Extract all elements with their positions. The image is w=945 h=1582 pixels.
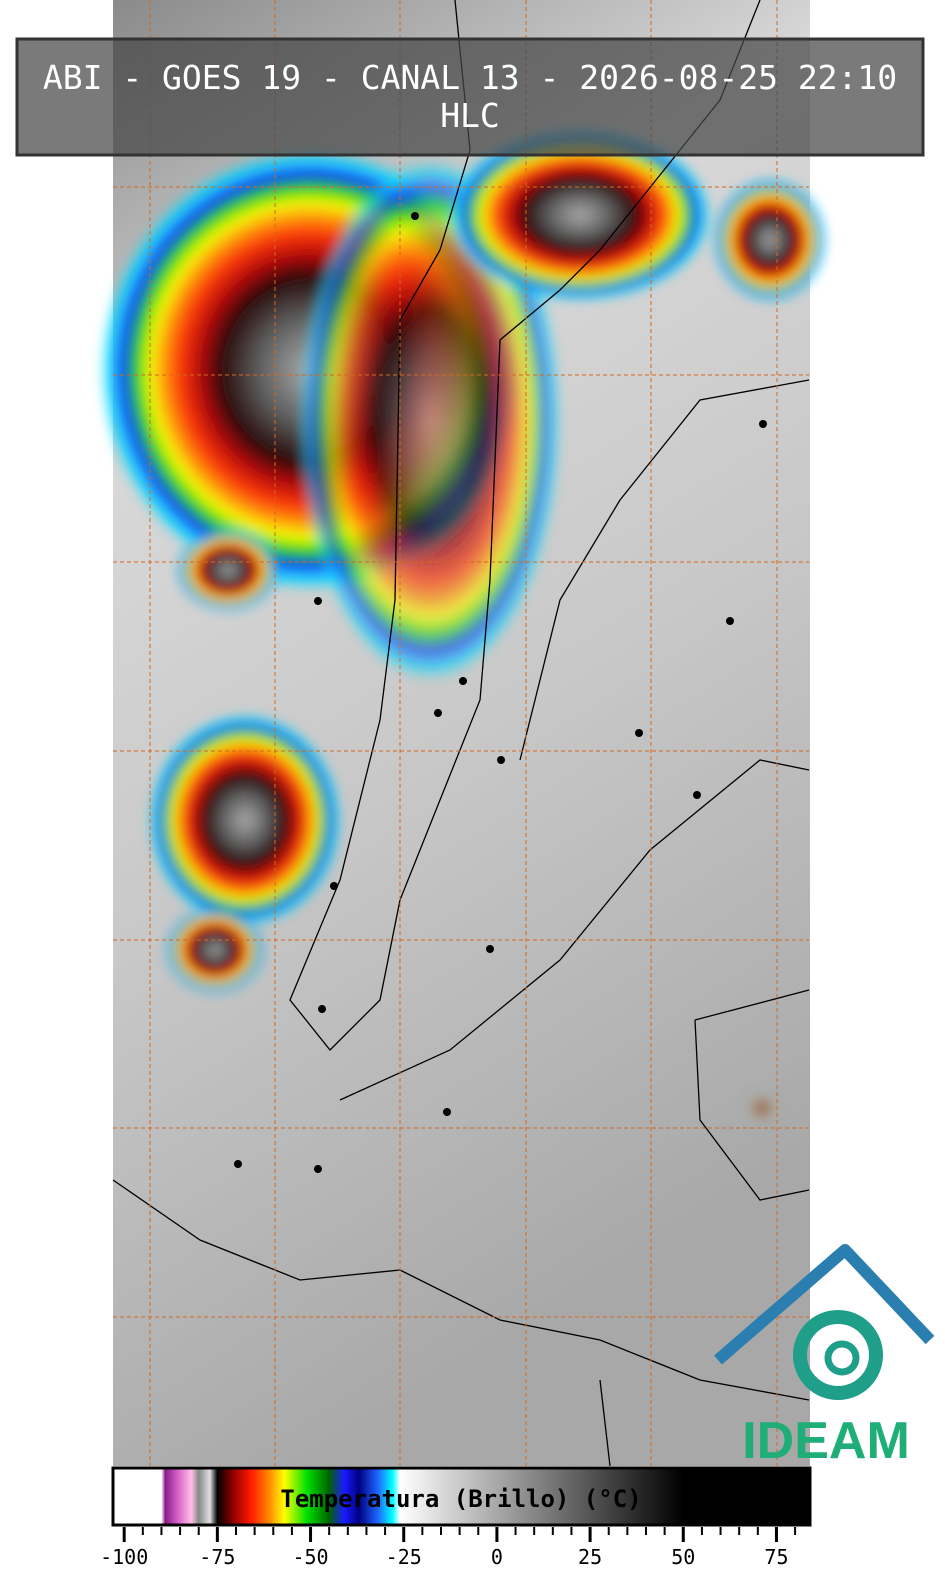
colorbar: Temperatura (Brillo) (°C) -100 -75 -50 -25 0… bbox=[100, 1466, 812, 1569]
tick-label: 50 bbox=[671, 1545, 695, 1569]
colorbar-label: Temperatura (Brillo) (°C) bbox=[280, 1485, 641, 1513]
satellite-image bbox=[100, 0, 825, 1467]
title-box: ABI - GOES 19 - CANAL 13 - 2026-08-25 22… bbox=[15, 37, 925, 157]
tick-label: 25 bbox=[578, 1545, 602, 1569]
title: ABI - GOES 19 - CANAL 13 - 2026-08-25 22… bbox=[43, 58, 897, 97]
tick-label: 0 bbox=[491, 1545, 503, 1569]
tick-label: 75 bbox=[764, 1545, 788, 1569]
tick-label: -75 bbox=[199, 1545, 235, 1569]
tick-label: -100 bbox=[100, 1545, 148, 1569]
tick-label: -25 bbox=[386, 1545, 422, 1569]
logo: IDEAM bbox=[714, 1244, 935, 1470]
tick-label: -50 bbox=[292, 1545, 328, 1569]
logo-text: IDEAM bbox=[742, 1412, 910, 1470]
subtitle: HLC bbox=[440, 96, 500, 135]
